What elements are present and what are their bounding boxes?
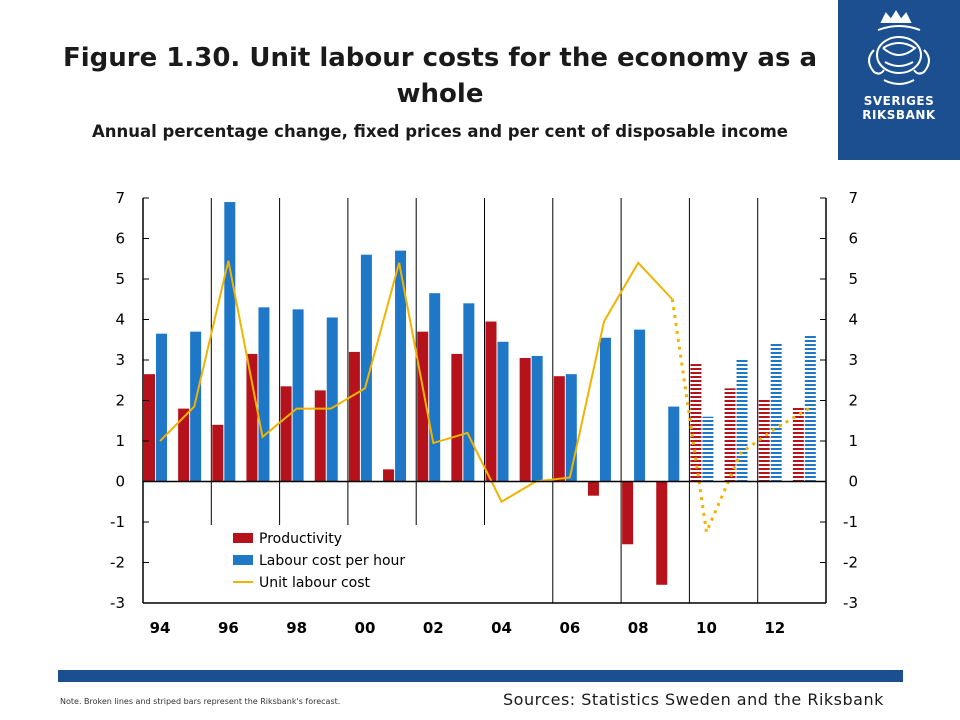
bar-productivity [792,406,804,482]
bar-productivity [348,351,360,482]
bar-labour-cost [258,307,270,482]
bar-labour-cost [395,250,407,482]
bar-productivity [519,357,531,482]
x-tick-label: 02 [423,619,444,637]
bar-labour-cost [463,303,475,482]
legend-swatch-productivity [233,533,253,543]
y2-tick-label: -3 [843,594,858,612]
bar-productivity [417,331,429,482]
bar-productivity [690,364,702,482]
x-tick-label: 98 [286,619,307,637]
x-tick-label: 96 [218,619,239,637]
bar-labour-cost [770,343,782,482]
bars [144,202,816,585]
x-tick-label: 08 [628,619,649,637]
unit-labour-cost-line [159,260,810,538]
y2-tick-label: 4 [848,311,858,329]
bar-productivity [553,376,565,482]
y2-tick-label: 5 [848,270,858,288]
logo-line-2: RIKSBANK [862,108,936,122]
legend: Productivity Labour cost per hour Unit l… [163,525,493,618]
bar-labour-cost [224,202,236,482]
footer-bar [58,670,903,682]
chart-subtitle: Annual percentage change, fixed prices a… [92,122,788,141]
forecast-note: Note. Broken lines and striped bars repr… [60,697,341,706]
x-tick-label: 10 [696,619,717,637]
y2-tick-label: -2 [843,554,858,572]
bar-labour-cost [702,416,714,482]
y-tick-label: 2 [115,392,125,410]
y-tick-label: 0 [115,473,125,491]
bar-productivity [724,388,736,482]
bar-labour-cost [531,355,543,482]
y2-tick-label: 1 [848,432,858,450]
bar-productivity [485,321,497,482]
bar-productivity [451,353,463,482]
bar-productivity [280,386,292,482]
bar-labour-cost [497,341,509,482]
axes: -3 -3-2 -2-1 -10 01 12 23 34 45 56 67 794 96 98 00 02 04… [110,189,858,637]
y-tick-label: -1 [110,513,125,531]
line-unit-labour-cost [159,260,674,504]
y2-tick-label: -1 [843,513,858,531]
page-title: Figure 1.30. Unit labour costs for the e… [62,43,818,109]
legend-label-productivity: Productivity [259,531,342,547]
legend-label-labour-cost: Labour cost per hour [259,553,405,569]
bar-productivity [314,390,326,482]
bar-labour-cost [736,360,748,482]
x-tick-label: 04 [491,619,512,637]
bar-labour-cost [156,333,167,482]
bar-labour-cost [326,317,338,482]
x-tick-label: 00 [355,619,376,637]
bar-labour-cost [668,406,680,482]
bar-productivity [178,408,190,482]
line-unit-labour-cost-forecast [670,299,810,538]
x-tick-label: 06 [559,619,580,637]
riksbank-logo: SVERIGES RIKSBANK [838,0,960,160]
bar-labour-cost [360,254,372,482]
bar-productivity [246,353,258,482]
bar-labour-cost [429,293,441,482]
x-tick-label: 12 [764,619,785,637]
bar-labour-cost [292,309,304,482]
bar-productivity [622,481,634,545]
bar-productivity [758,398,770,482]
y2-tick-label: 6 [848,230,858,248]
legend-label-unit-labour-cost: Unit labour cost [259,575,371,591]
riksbank-crest-icon [868,10,930,85]
bar-labour-cost [599,337,611,482]
bar-labour-cost [804,335,816,482]
bar-productivity [383,469,395,482]
y-tick-label: -3 [110,594,125,612]
y2-tick-label: 2 [848,392,858,410]
y2-tick-label: 3 [848,351,858,369]
y-tick-label: 4 [115,311,125,329]
logo-line-1: SVERIGES [863,94,935,108]
bar-productivity [212,424,224,482]
y-tick-label: 3 [115,351,125,369]
y2-tick-label: 0 [848,473,858,491]
bar-labour-cost [634,329,646,482]
y-tick-label: 6 [115,230,125,248]
bar-labour-cost [190,331,202,482]
y-tick-label: 5 [115,270,125,288]
sources: Sources: Statistics Sweden and the Riksb… [503,690,884,709]
bar-productivity [587,481,599,496]
y-tick-label: 7 [115,189,125,207]
x-tick-label: 94 [150,619,171,637]
bar-productivity [656,481,668,585]
bar-labour-cost [565,374,577,482]
y-tick-label: 1 [115,432,125,450]
bar-productivity [144,374,155,482]
y-tick-label: -2 [110,554,125,572]
y2-tick-label: 7 [848,189,858,207]
legend-swatch-labour-cost [233,555,253,565]
